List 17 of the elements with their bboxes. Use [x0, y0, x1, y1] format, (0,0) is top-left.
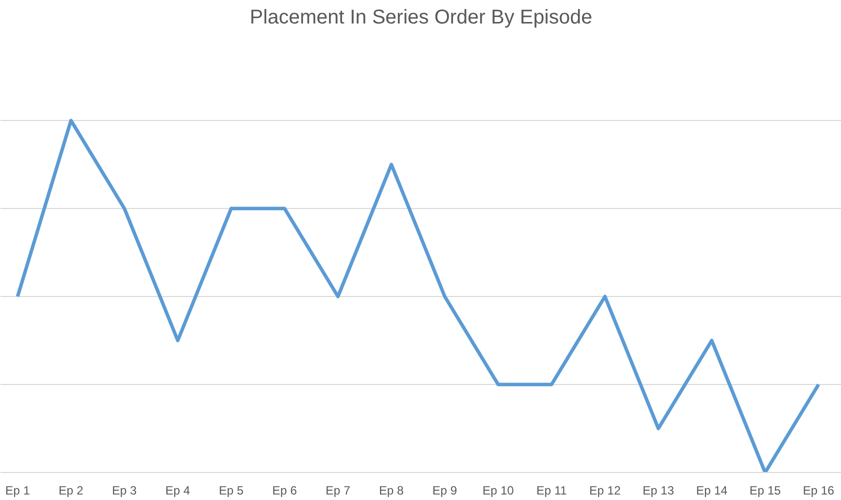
x-tick-label: Ep 6 [272, 484, 298, 498]
x-tick-label: Ep 2 [58, 484, 84, 498]
x-tick-label: Ep 14 [696, 484, 728, 498]
x-tick-label: Ep 5 [218, 484, 244, 498]
x-tick-label: Ep 11 [536, 484, 568, 498]
x-tick-label: Ep 4 [165, 484, 190, 498]
x-tick-label: Ep 12 [589, 484, 621, 498]
x-tick-label: Ep 10 [482, 484, 514, 498]
x-tick-label: Ep 9 [432, 484, 458, 498]
x-tick-label: Ep 1 [5, 484, 30, 498]
x-tick-label: Ep 13 [642, 484, 674, 498]
x-tick-label: Ep 15 [749, 484, 782, 498]
x-tick-label: Ep 16 [802, 484, 835, 498]
x-tick-label: Ep 3 [112, 484, 138, 498]
chart-title: Placement In Series Order By Episode [250, 6, 592, 28]
x-tick-label: Ep 8 [379, 484, 404, 498]
x-tick-label: Ep 7 [326, 484, 351, 498]
